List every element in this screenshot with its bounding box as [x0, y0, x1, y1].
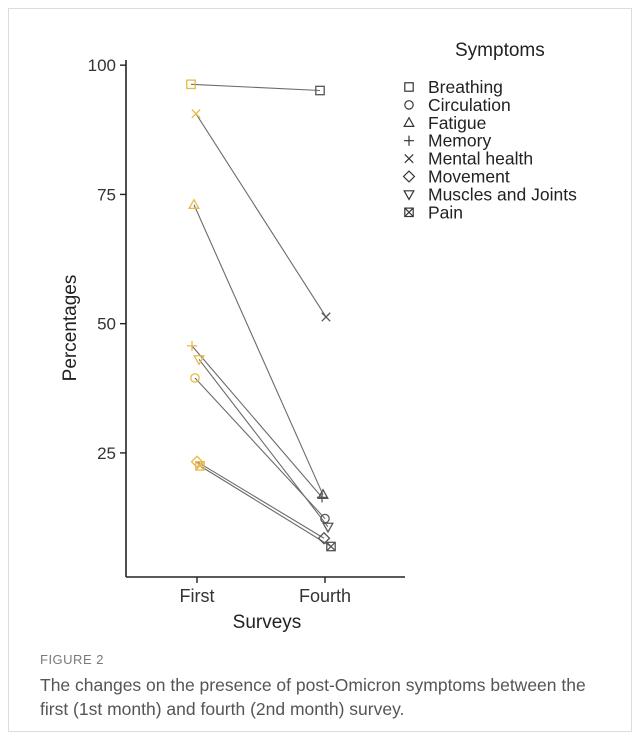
- x-axis-label: Surveys: [233, 612, 302, 633]
- series-line: [190, 83, 321, 92]
- legend-label: Circulation: [428, 95, 511, 115]
- x-tick-label: Fourth: [299, 586, 351, 606]
- point-fourth: [321, 312, 331, 322]
- legend-marker: [404, 207, 414, 218]
- legend-label: Memory: [428, 131, 491, 151]
- legend-label: Muscles and Joints: [428, 184, 577, 204]
- point-fourth: [315, 85, 325, 96]
- legend-item: Muscles and Joints: [403, 184, 577, 204]
- legend: BreathingCirculationFatigueMemoryMental …: [402, 77, 577, 222]
- series-line: [196, 461, 325, 539]
- legend-marker: [403, 190, 415, 201]
- point-fourth: [317, 531, 331, 545]
- data-points: [186, 79, 336, 552]
- axes: 25 50 75 100 First Fourth: [88, 56, 405, 606]
- point-first: [186, 79, 196, 90]
- legend-marker: [403, 135, 415, 146]
- figure-frame: [8, 8, 632, 732]
- legend-label: Movement: [428, 167, 510, 187]
- y-tick-label: 25: [97, 444, 116, 463]
- y-tick-label: 100: [88, 56, 116, 75]
- series-line: [193, 204, 324, 496]
- legend-item: Memory: [403, 131, 491, 151]
- series-lines: [190, 83, 332, 547]
- series-line: [191, 345, 323, 498]
- legend-item: Circulation: [404, 95, 511, 115]
- point-fourth: [317, 488, 329, 500]
- legend-item: Fatigue: [403, 113, 486, 133]
- legend-title: Symptoms: [455, 40, 545, 61]
- point-first: [191, 109, 201, 119]
- figure-caption: The changes on the presence of post-Omic…: [40, 675, 586, 719]
- legend-item: Mental health: [404, 149, 533, 169]
- point-first: [195, 460, 205, 471]
- series-line: [199, 465, 332, 547]
- legend-marker: [404, 153, 414, 164]
- point-first: [186, 340, 198, 351]
- point-first: [193, 355, 205, 366]
- legend-label: Mental health: [428, 149, 533, 169]
- legend-item: Pain: [404, 202, 463, 222]
- y-tick-label: 75: [97, 185, 116, 204]
- legend-marker: [402, 170, 416, 183]
- legend-label: Pain: [428, 202, 463, 222]
- legend-marker: [403, 116, 415, 127]
- point-fourth: [322, 522, 334, 534]
- point-first: [190, 373, 200, 383]
- point-first: [190, 455, 204, 469]
- legend-label: Breathing: [428, 77, 503, 97]
- x-tick-label: First: [180, 586, 215, 606]
- series-line: [195, 113, 327, 318]
- legend-marker: [404, 82, 414, 92]
- legend-item: Breathing: [404, 77, 503, 97]
- y-tick-label: 50: [97, 315, 116, 334]
- series-line: [198, 359, 329, 528]
- figure-caption-block: FIGURE 2 The changes on the presence of …: [40, 652, 610, 721]
- legend-item: Movement: [402, 167, 510, 187]
- chart: 25 50 75 100 First Fourth Percentages Surveys…: [60, 40, 577, 633]
- point-first: [188, 198, 200, 209]
- y-axis-label: Percentages: [60, 275, 81, 382]
- legend-label: Fatigue: [428, 113, 486, 133]
- point-fourth: [326, 541, 336, 552]
- figure-label: FIGURE 2: [40, 652, 104, 667]
- point-fourth: [316, 492, 328, 503]
- legend-marker: [404, 100, 414, 110]
